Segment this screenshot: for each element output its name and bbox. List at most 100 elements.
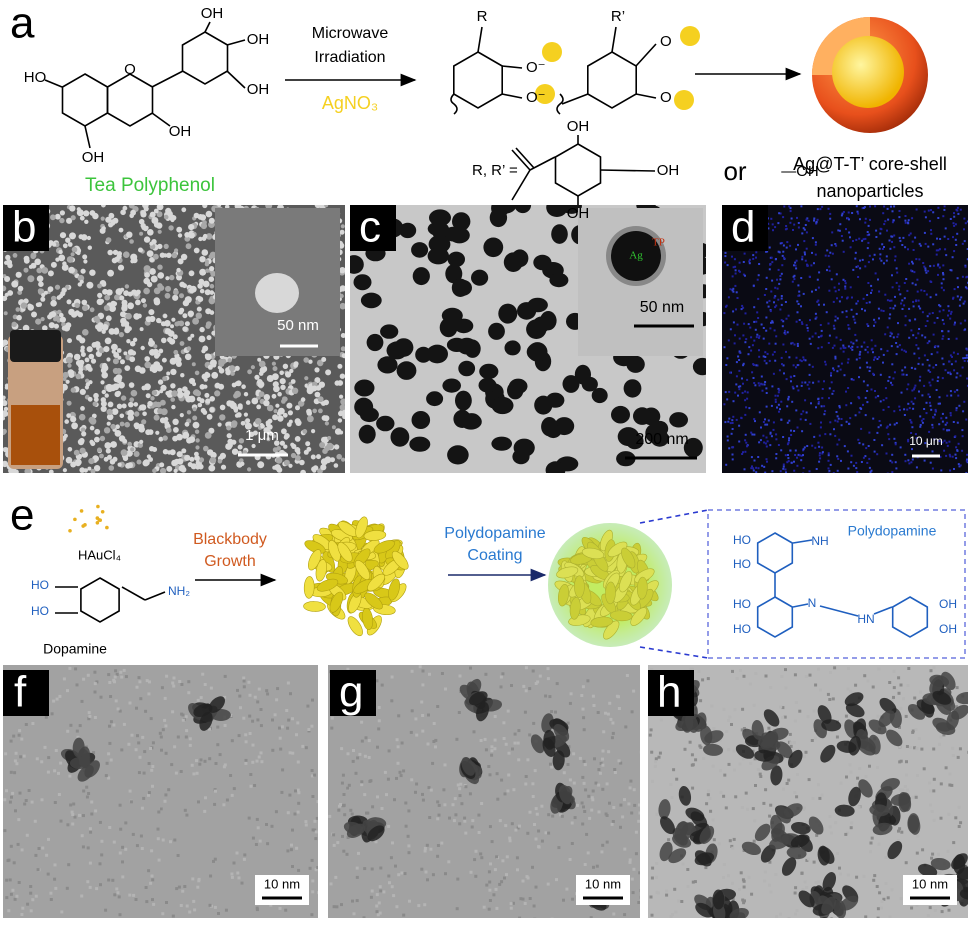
noise — [939, 816, 943, 820]
particle — [139, 404, 147, 411]
noise — [136, 734, 139, 738]
noise — [570, 821, 574, 825]
signal — [845, 390, 847, 393]
noise — [99, 695, 103, 699]
signal — [826, 269, 828, 272]
noise — [243, 853, 247, 857]
particle — [120, 449, 128, 456]
noise — [271, 718, 274, 722]
particle — [48, 322, 55, 329]
signal — [777, 387, 780, 390]
noise — [601, 749, 605, 753]
nanorod — [84, 760, 100, 778]
signal — [771, 353, 774, 356]
signal — [808, 381, 811, 384]
noise — [171, 681, 175, 685]
particle — [254, 374, 260, 380]
signal — [748, 262, 751, 265]
noise — [76, 735, 80, 739]
particle — [173, 289, 179, 296]
signal — [952, 222, 955, 225]
signal — [839, 347, 842, 350]
noise — [354, 771, 358, 775]
particle — [234, 365, 240, 371]
noise — [230, 872, 234, 876]
noise — [670, 795, 674, 799]
signal — [834, 355, 837, 358]
signal — [818, 271, 821, 274]
noise — [904, 861, 908, 865]
signal — [928, 340, 931, 343]
particle — [143, 287, 150, 295]
particle — [209, 283, 215, 289]
noise — [794, 886, 798, 890]
signal — [880, 228, 883, 231]
particle — [41, 267, 49, 274]
signal — [963, 300, 966, 303]
signal — [874, 321, 877, 324]
signal — [798, 454, 801, 457]
particle — [327, 436, 332, 440]
noise — [587, 794, 591, 798]
signal — [906, 408, 909, 411]
signal — [868, 233, 871, 236]
signal — [896, 335, 899, 338]
signal — [967, 360, 968, 363]
noise — [223, 763, 227, 767]
signal — [936, 237, 938, 240]
signal — [763, 465, 766, 468]
noise — [132, 893, 136, 897]
noise — [255, 759, 259, 763]
signal — [753, 339, 756, 342]
signal — [933, 438, 936, 441]
nanorod — [763, 709, 780, 727]
noise — [957, 825, 961, 828]
signal — [917, 332, 920, 335]
nanorod — [208, 696, 225, 713]
signal — [910, 269, 913, 272]
noise — [95, 887, 99, 891]
particle — [339, 430, 344, 435]
particle — [34, 258, 41, 266]
signal — [956, 206, 959, 209]
noise — [582, 716, 586, 720]
signal — [936, 317, 939, 319]
noise — [161, 728, 165, 732]
signal — [904, 246, 907, 249]
signal — [797, 243, 799, 246]
signal — [844, 285, 847, 288]
noise — [86, 880, 90, 884]
signal — [795, 267, 798, 270]
noise — [850, 691, 854, 695]
noise — [49, 891, 53, 895]
signal — [929, 371, 932, 373]
signal — [872, 417, 875, 420]
particle — [3, 460, 9, 468]
noise — [37, 847, 41, 850]
signal — [841, 311, 844, 314]
signal — [855, 265, 858, 268]
nanorod — [193, 703, 213, 718]
signal — [870, 291, 872, 294]
signal — [941, 319, 944, 322]
signal — [784, 301, 787, 303]
signal — [788, 439, 790, 442]
noise — [802, 754, 806, 758]
noise — [671, 913, 674, 917]
particle — [237, 444, 243, 450]
particle — [202, 233, 208, 239]
particle — [66, 217, 73, 224]
noise — [358, 752, 362, 756]
noise — [628, 860, 632, 864]
noise — [346, 786, 350, 790]
noise — [544, 694, 548, 698]
noise — [488, 773, 492, 777]
noise — [536, 680, 540, 684]
signal — [772, 372, 775, 375]
signal — [956, 295, 959, 298]
noise — [479, 852, 483, 856]
noise — [389, 856, 393, 860]
nanorod — [788, 749, 803, 769]
noise — [116, 707, 120, 711]
particle — [17, 285, 24, 292]
